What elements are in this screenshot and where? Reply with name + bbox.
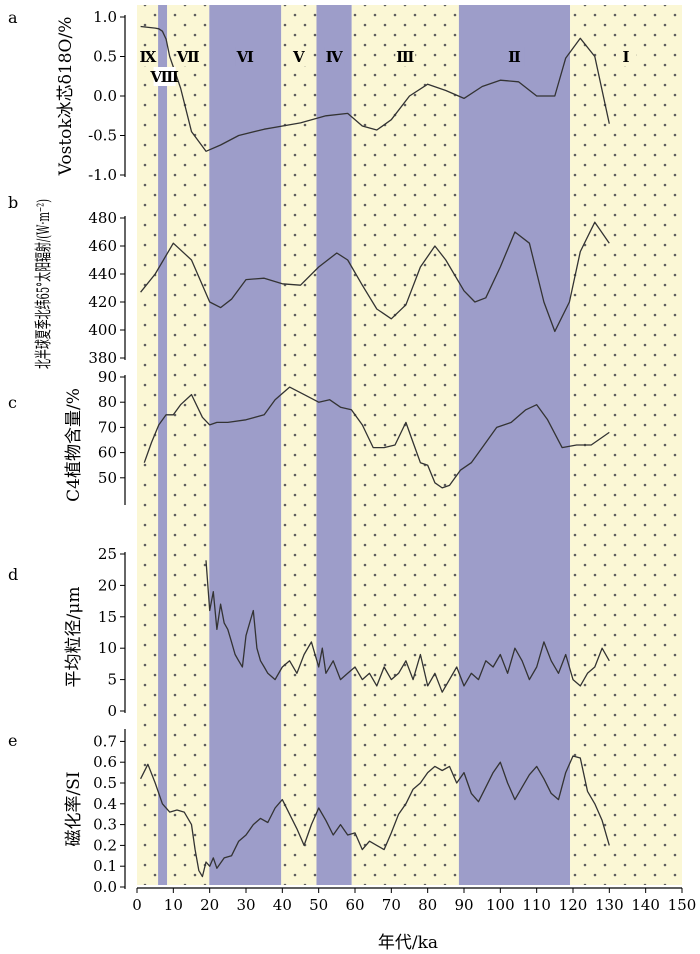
- y-tick-label: 0.2: [93, 836, 117, 854]
- stage-label-bg: [616, 47, 637, 66]
- panel-letter: a: [8, 8, 18, 27]
- x-tick-label: 140: [631, 896, 660, 914]
- x-tick-label: 110: [522, 896, 551, 914]
- y-axis-title: C4植物含量/%: [64, 388, 84, 502]
- y-tick-label: 420: [88, 293, 117, 311]
- axes: [120, 15, 683, 893]
- stage-label: Ⅸ: [140, 48, 157, 66]
- series-line-b: [140, 221, 610, 333]
- y-tick-label: 0.7: [93, 732, 117, 750]
- y-tick-label: 440: [88, 265, 117, 283]
- y-tick-label: 0.5: [93, 48, 117, 66]
- y-axis-title: Vostok冰芯δ18O/%: [56, 17, 76, 177]
- panel-letter: c: [8, 393, 17, 412]
- panel-letter: b: [8, 193, 18, 212]
- x-tick-label: 90: [454, 896, 473, 914]
- stage-label: Ⅴ: [292, 48, 305, 66]
- y-tick-label: 400: [88, 321, 117, 339]
- y-tick-label: 50: [98, 469, 117, 487]
- x-tick-label: 100: [486, 896, 515, 914]
- stage-label-bg: [178, 47, 199, 66]
- y-tick-label: 1.0: [93, 8, 117, 26]
- stage-bands: [137, 5, 682, 885]
- y-tick-label: 0.6: [93, 753, 117, 771]
- stage-label: Ⅵ: [236, 48, 254, 66]
- y-tick-label: 70: [98, 418, 117, 436]
- y-axis-title: 平均粒径/μm: [64, 587, 84, 688]
- stage-band-warm: [458, 5, 571, 885]
- y-tick-label: 10: [98, 639, 117, 657]
- stage-band-dots: [281, 5, 317, 885]
- y-tick-label: 0: [107, 702, 117, 720]
- data-series: [140, 25, 610, 878]
- y-tick-label: 460: [88, 237, 117, 255]
- stage-band-warm: [158, 5, 168, 885]
- x-tick-label: 60: [345, 896, 364, 914]
- stage-label-bg: [504, 47, 525, 66]
- y-tick-label: 25: [98, 545, 117, 563]
- y-tick-label: 60: [98, 444, 117, 462]
- x-tick-label: 120: [559, 896, 588, 914]
- series-line-e: [140, 755, 610, 878]
- stage-label-bg: [324, 47, 345, 66]
- x-tick-label: 80: [418, 896, 437, 914]
- stage-label: Ⅰ: [623, 48, 630, 66]
- series-line-c: [143, 386, 610, 489]
- x-tick-label: 130: [595, 896, 624, 914]
- x-tick-label: 70: [382, 896, 401, 914]
- stage-label: Ⅶ: [176, 48, 200, 66]
- stage-band-dots: [137, 5, 159, 885]
- series-line-d: [205, 560, 610, 693]
- y-tick-label: 80: [98, 393, 117, 411]
- stage-label-bg: [288, 47, 309, 66]
- x-tick-label: 30: [236, 896, 255, 914]
- y-tick-label: 0.1: [93, 857, 117, 875]
- panel-letter: e: [8, 731, 17, 750]
- x-tick-label: 0: [132, 896, 142, 914]
- stage-label-bg: [138, 47, 158, 66]
- stage-label: Ⅱ: [508, 48, 521, 66]
- stage-label: Ⅳ: [326, 48, 344, 66]
- y-tick-label: -1.0: [88, 166, 117, 184]
- x-tick-label: 10: [164, 896, 183, 914]
- stage-label: Ⅲ: [396, 48, 414, 66]
- stage-band-dots: [351, 5, 459, 885]
- y-tick-label: -0.5: [88, 127, 117, 145]
- x-tick-label: 40: [273, 896, 292, 914]
- y-tick-label: 480: [88, 209, 117, 227]
- y-axis-title: 磁化率/SI: [64, 771, 84, 846]
- series-line-a: [140, 25, 610, 152]
- panel-letter: d: [8, 565, 18, 584]
- y-tick-label: 15: [98, 608, 117, 626]
- stage-label-bg: [153, 67, 176, 86]
- x-axis-title: 年代/ka: [378, 933, 438, 953]
- y-tick-label: 5: [107, 671, 117, 689]
- x-tick-label: 20: [200, 896, 219, 914]
- y-axis-title: 北半球夏季北纬65°太阳辐射/(W·m⁻²): [34, 199, 54, 369]
- stage-label: Ⅷ: [149, 68, 179, 86]
- y-tick-label: 0.5: [93, 774, 117, 792]
- stage-band-dots: [167, 5, 210, 885]
- stage-label-bg: [235, 47, 256, 66]
- y-tick-label: 380: [88, 349, 117, 367]
- stage-band-warm: [209, 5, 282, 885]
- x-tick-label: 50: [309, 896, 328, 914]
- y-tick-label: 20: [98, 576, 117, 594]
- y-tick-label: 0.0: [93, 878, 117, 896]
- y-tick-label: 0.3: [93, 816, 117, 834]
- x-tick-label: 150: [668, 896, 697, 914]
- y-tick-label: 0.4: [93, 795, 117, 813]
- stage-band-warm: [316, 5, 352, 885]
- y-tick-label: 0.0: [93, 87, 117, 105]
- stage-label-bg: [395, 47, 416, 66]
- y-tick-label: 90: [98, 368, 117, 386]
